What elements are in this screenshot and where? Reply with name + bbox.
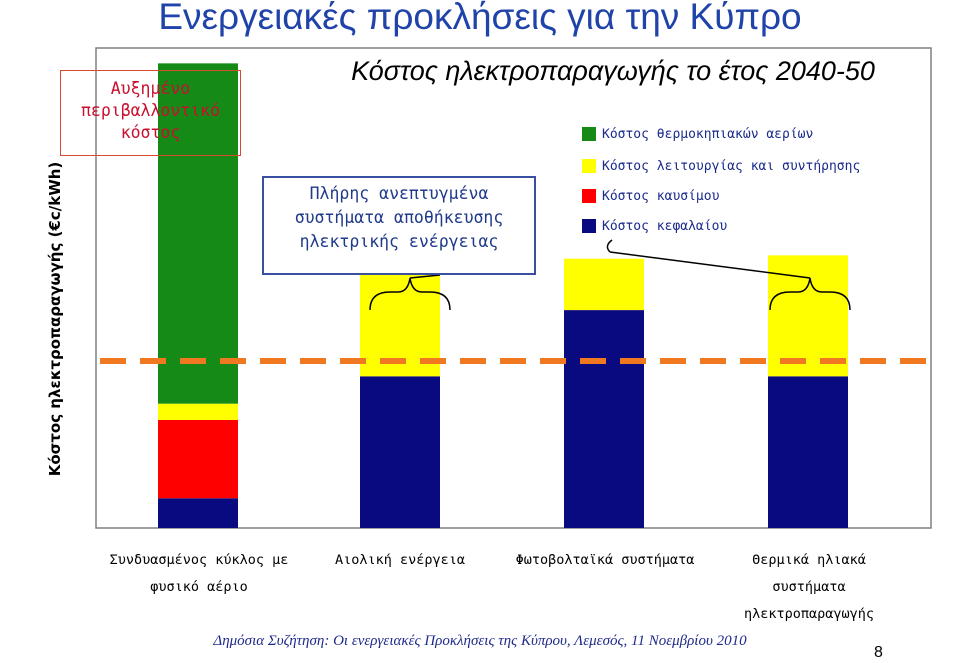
legend-label-greenhouse: Κόστος θερμοκηπιακών αερίων bbox=[602, 126, 814, 142]
legend-swatch-operation bbox=[582, 159, 596, 173]
legend-swatch-capital bbox=[582, 219, 596, 233]
legend-item-fuel: Κόστος καυσίμου bbox=[582, 186, 719, 206]
brace-legend-hook bbox=[606, 239, 613, 253]
x-tick-label-solar-thermal: Θερμικά ηλιακά συστήματα ηλεκτροπαραγωγή… bbox=[743, 552, 875, 622]
environmental-cost-box bbox=[60, 70, 241, 156]
storage-systems-label: Πλήρης ανεπτυγμένα συστήματα αποθήκευσης… bbox=[294, 184, 504, 251]
bar-segment-capital-3 bbox=[564, 310, 644, 528]
footer-text: Δημόσια Συζήτηση: Οι ενεργειακές Προκλήσ… bbox=[213, 633, 747, 649]
bars-group bbox=[158, 63, 848, 528]
legend-item-greenhouse: Κόστος θερμοκηπιακών αερίων bbox=[582, 124, 813, 144]
legend-label-fuel: Κόστος καυσίμου bbox=[602, 188, 720, 204]
bar-segment-operation-1 bbox=[158, 403, 238, 420]
x-tick-label-wind: Αιολική ενέργεια bbox=[334, 552, 466, 568]
storage-callout-braces bbox=[369, 239, 851, 311]
x-tick-label-gas: Συνδυασμένος κύκλος με φυσικό αέριο bbox=[109, 552, 289, 595]
bar-segment-greenhouse-1 bbox=[158, 63, 238, 404]
legend-label-capital: Κόστος κεφαλαίου bbox=[602, 218, 728, 234]
main-title: Ενεργειακές προκλήσεις για την Κύπρο bbox=[158, 0, 802, 37]
legend-label-operation: Κόστος λειτουργίας και συντήρησης bbox=[602, 158, 861, 174]
storage-systems-box bbox=[262, 176, 536, 275]
bar-segment-capital-1 bbox=[158, 498, 238, 528]
chart-title: Κόστος ηλεκτροπαραγωγής το έτος 2040-50 bbox=[351, 56, 875, 86]
plot-border bbox=[95, 47, 932, 529]
legend-item-operation: Κόστος λειτουργίας και συντήρησης bbox=[582, 156, 860, 176]
page-number: 8 bbox=[874, 644, 883, 661]
x-tick-label-pv: Φωτοβολταϊκά συστήματα bbox=[515, 552, 695, 568]
brace-connector-left bbox=[409, 274, 441, 279]
environmental-cost-label: Αυξημένο περιβαλλοντικό κόστος bbox=[80, 79, 221, 142]
brace-connector-right bbox=[609, 251, 811, 279]
bar-segment-capital-4 bbox=[768, 376, 848, 528]
bar-segment-fuel-1 bbox=[158, 420, 238, 499]
bar-segment-capital-2 bbox=[360, 376, 440, 528]
legend-item-capital: Κόστος κεφαλαίου bbox=[582, 216, 727, 236]
legend-swatch-greenhouse bbox=[582, 127, 596, 141]
bar-segment-operation-2 bbox=[360, 255, 440, 377]
bar-segment-operation-3 bbox=[564, 258, 644, 311]
legend-swatch-fuel bbox=[582, 189, 596, 203]
bar-segment-operation-4 bbox=[768, 255, 848, 377]
